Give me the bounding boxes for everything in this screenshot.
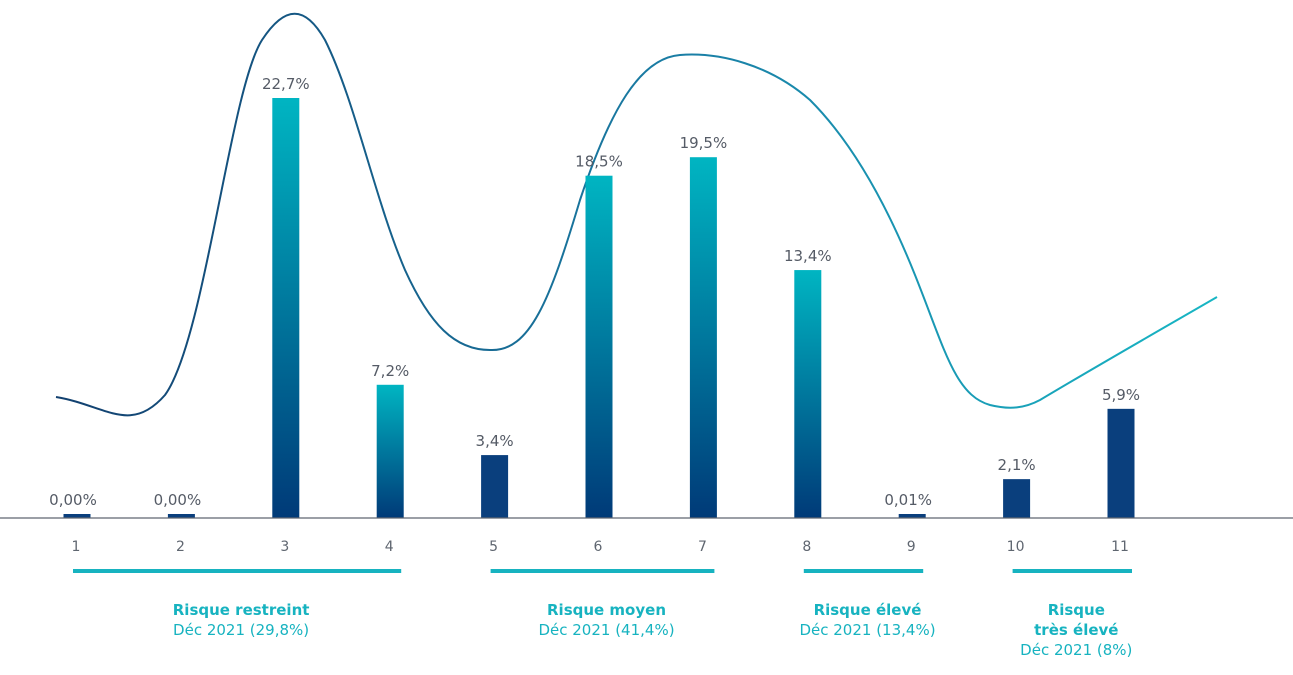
bar-7 — [689, 157, 717, 519]
group-name-3-1: très élevé — [1034, 621, 1118, 639]
group-name-2-0: Risque élevé — [814, 601, 922, 619]
x-tick-6: 6 — [594, 539, 603, 555]
x-tick-8: 8 — [802, 539, 811, 555]
group-subtitle-2: Déc 2021 (13,4%) — [799, 621, 935, 639]
value-label-9: 0,01% — [884, 491, 932, 509]
group-subtitle-0: Déc 2021 (29,8%) — [173, 621, 309, 639]
bar-9 — [898, 514, 926, 518]
x-tick-11: 11 — [1111, 539, 1129, 555]
bar-10 — [1003, 479, 1031, 518]
x-tick-10: 10 — [1007, 539, 1025, 555]
group-name-3-0: Risque — [1048, 601, 1105, 619]
trend-curve — [55, 12, 1218, 417]
bar-4 — [376, 384, 404, 518]
x-tick-7: 7 — [698, 539, 707, 555]
value-label-1: 0,00% — [49, 491, 97, 509]
value-label-2: 0,00% — [154, 491, 202, 509]
bar-1 — [63, 514, 91, 518]
x-tick-4: 4 — [385, 539, 394, 555]
group-subtitle-3: Déc 2021 (8%) — [1020, 641, 1132, 659]
value-label-6: 18,5% — [575, 153, 623, 171]
x-tick-5: 5 — [489, 539, 498, 555]
group-name-1-0: Risque moyen — [547, 601, 666, 619]
bar-11 — [1107, 408, 1135, 518]
group-subtitle-1: Déc 2021 (41,4%) — [538, 621, 674, 639]
bar-5 — [481, 455, 509, 518]
x-tick-2: 2 — [176, 539, 185, 555]
value-label-7: 19,5% — [680, 134, 728, 152]
bar-6 — [585, 175, 613, 519]
bar-2 — [167, 514, 195, 518]
value-label-10: 2,1% — [998, 456, 1036, 474]
value-label-3: 22,7% — [262, 75, 310, 93]
x-tick-3: 3 — [280, 539, 289, 555]
value-label-5: 3,4% — [476, 432, 514, 450]
value-label-4: 7,2% — [371, 362, 409, 380]
bar-8 — [794, 270, 822, 518]
value-label-11: 5,9% — [1102, 386, 1140, 404]
value-label-8: 13,4% — [784, 247, 832, 265]
group-name-0-0: Risque restreint — [173, 601, 310, 619]
bar-3 — [272, 98, 300, 518]
x-tick-1: 1 — [72, 539, 81, 555]
x-tick-9: 9 — [907, 539, 916, 555]
